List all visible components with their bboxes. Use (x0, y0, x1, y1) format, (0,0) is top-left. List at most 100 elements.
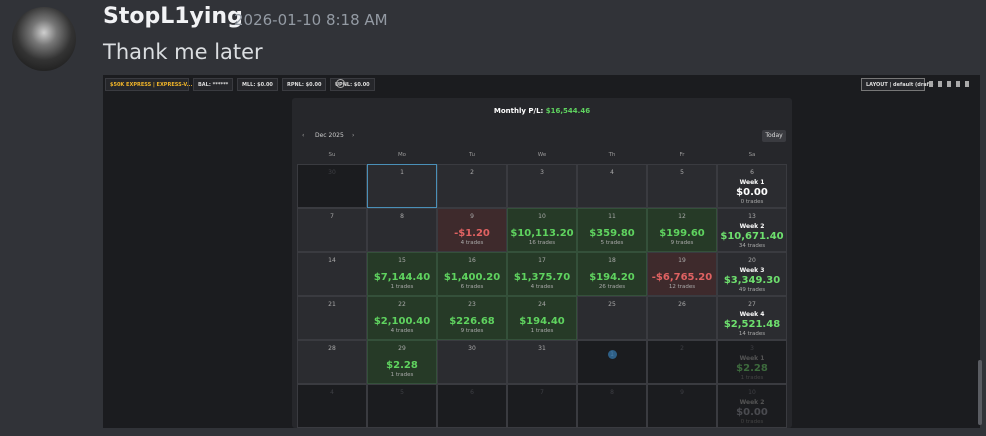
trade-count: 26 trades (598, 284, 626, 290)
weekday: Fr (679, 152, 685, 158)
day-cell: 12 $199.60 9 trades (647, 208, 717, 252)
day-number: 2 (470, 169, 474, 176)
pnl-value: $3,349.30 (723, 275, 781, 286)
day-number: 14 (328, 257, 336, 264)
day-cell: 8 (367, 208, 437, 252)
pnl-value: $226.68 (449, 316, 495, 327)
trade-count: 0 trades (740, 419, 764, 425)
prev-month[interactable]: ‹ (302, 132, 305, 139)
calendar: Monthly P/L: $16,544.46 ‹ Dec 2025 › Tod… (292, 98, 792, 428)
day-cell: 7 (507, 384, 577, 428)
day-cell: 6 (437, 384, 507, 428)
day-cell: 2 (437, 164, 507, 208)
pnl-value: $7,144.40 (373, 272, 431, 283)
pnl-value: -$6,765.20 (651, 272, 713, 283)
day-number: 7 (540, 389, 544, 396)
scrollbar[interactable] (978, 360, 982, 425)
day-number: 13 (748, 213, 756, 220)
day-number: 26 (678, 301, 686, 308)
day-number: 8 (610, 389, 614, 396)
day-number: 23 (468, 301, 476, 308)
pnl-value: $194.40 (519, 316, 565, 327)
trade-count: 4 trades (390, 328, 414, 334)
day-number: 29 (398, 345, 406, 352)
day-cell: 16 $1,400.20 6 trades (437, 252, 507, 296)
today-button[interactable]: Today (762, 130, 786, 142)
day-number: 5 (680, 169, 684, 176)
weekday: Mo (397, 152, 407, 158)
toolbar-item: RPNL: $0.00 (282, 78, 327, 91)
day-cell: 8 (577, 384, 647, 428)
day-number: 8 (400, 213, 404, 220)
day-cell: 29 $2.28 1 trades (367, 340, 437, 384)
day-number: 11 (608, 213, 616, 220)
toolbar-item: BAL: ****** (193, 78, 234, 91)
weekday: Th (608, 152, 616, 158)
day-cell: 18 $194.20 26 trades (577, 252, 647, 296)
day-number: 4 (610, 169, 614, 176)
day-number: 10 (748, 389, 756, 396)
timestamp: 2026-01-10 8:18 AM (234, 11, 388, 29)
trade-count: 12 trades (668, 284, 696, 290)
day-number: 2 (680, 345, 684, 352)
author[interactable]: StopL1ying (103, 4, 243, 29)
trade-count: 5 trades (600, 240, 624, 246)
week-label: Week 2 (739, 223, 765, 230)
day-number: 5 (400, 389, 404, 396)
week-label: Week 3 (739, 267, 765, 274)
day-number: 30 (328, 169, 336, 176)
day-cell: 9 (647, 384, 717, 428)
day-cell: 13 Week 2 $10,671.40 34 trades (717, 208, 787, 252)
trade-count: 1 trades (390, 284, 414, 290)
pnl-value: -$1.20 (454, 228, 490, 239)
day-cell: 22 $2,100.40 4 trades (367, 296, 437, 340)
day-cell: 9 -$1.20 4 trades (437, 208, 507, 252)
pnl-value: $2.28 (386, 360, 418, 371)
pnl-value: $10,671.40 (720, 231, 784, 242)
day-number: 17 (538, 257, 546, 264)
day-cell: 30 (297, 164, 367, 208)
day-number: 19 (678, 257, 686, 264)
day-number: 30 (468, 345, 476, 352)
trade-count: 0 trades (740, 199, 764, 205)
monthly-pnl: Monthly P/L: $16,544.46 (292, 107, 792, 115)
weekday: We (537, 152, 547, 158)
day-cell: 31 (507, 340, 577, 384)
message-text: Thank me later (103, 40, 263, 64)
day-cell: 7 (297, 208, 367, 252)
trade-count: 4 trades (460, 240, 484, 246)
day-number: 1 (607, 350, 617, 359)
day-number: 9 (470, 213, 474, 220)
trade-count: 1 trades (740, 375, 764, 381)
monthly-label: Monthly P/L: (493, 107, 544, 115)
day-cell: 23 $226.68 9 trades (437, 296, 507, 340)
day-number: 9 (680, 389, 684, 396)
day-cell: 1 (577, 340, 647, 384)
day-number: 27 (748, 301, 756, 308)
embed-image[interactable]: $50K EXPRESS | EXPRESS-V... BAL: ****** M… (103, 75, 980, 428)
window-icons (929, 81, 974, 87)
day-number: 31 (538, 345, 546, 352)
week-label: Week 4 (739, 311, 765, 318)
pnl-value: $10,113.20 (510, 228, 574, 239)
trade-count: 34 trades (738, 243, 766, 249)
avatar[interactable] (12, 7, 76, 71)
day-cell: 26 (647, 296, 717, 340)
next-month[interactable]: › (352, 132, 355, 139)
trade-count: 4 trades (530, 284, 554, 290)
weekday: Sa (748, 152, 756, 158)
day-cell: 20 Week 3 $3,349.30 49 trades (717, 252, 787, 296)
toolbar-item: MLL: $0.00 (237, 78, 278, 91)
day-cell: 1 (367, 164, 437, 208)
day-cell: 25 (577, 296, 647, 340)
pnl-value: $199.60 (659, 228, 705, 239)
pnl-value: $2,100.40 (373, 316, 431, 327)
pnl-value: $2.28 (736, 363, 768, 374)
day-cell: 24 $194.40 1 trades (507, 296, 577, 340)
week-label: Week 2 (739, 399, 765, 406)
day-number: 10 (538, 213, 546, 220)
weekday: Su (328, 152, 336, 158)
day-number: 28 (328, 345, 336, 352)
trade-count: 1 trades (390, 372, 414, 378)
